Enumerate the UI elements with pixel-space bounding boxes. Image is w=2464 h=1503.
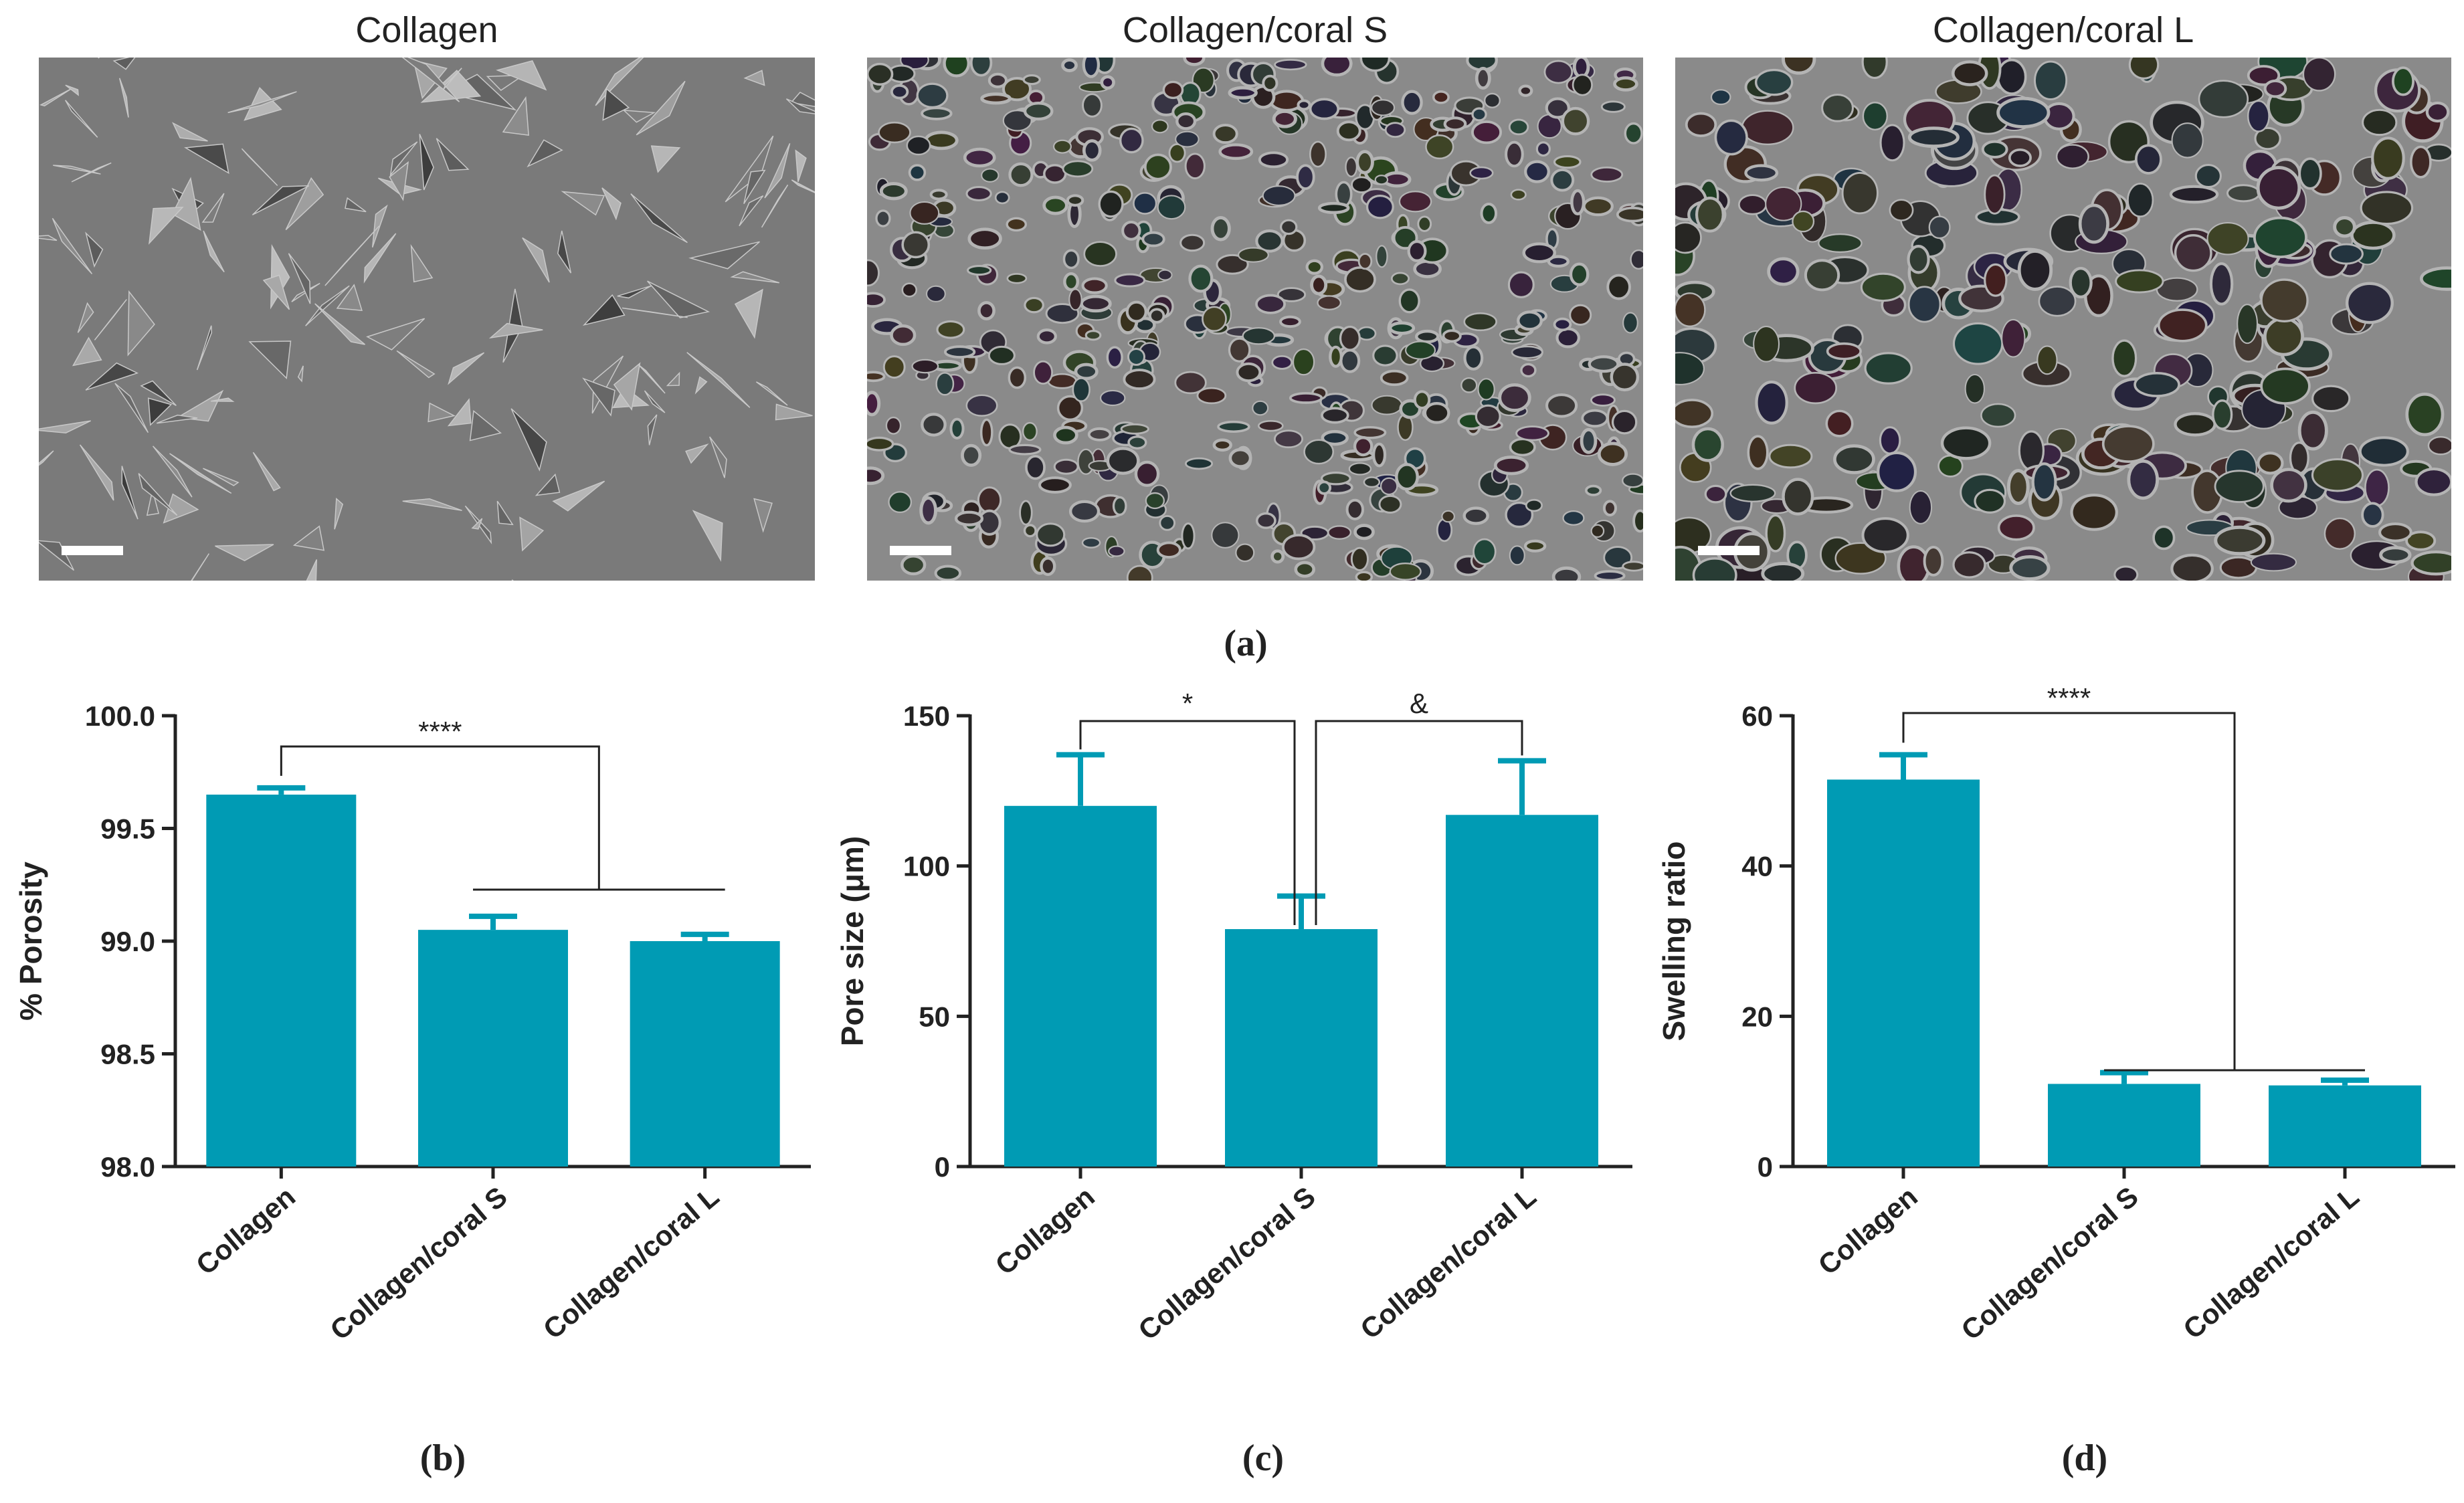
significance-bracket: [1315, 720, 1523, 926]
sem-texture: [39, 58, 815, 581]
panel-label-c: (c): [1242, 1437, 1285, 1479]
y-tick-label: 50: [919, 1001, 950, 1032]
y-axis-label: Pore size (μm): [835, 836, 870, 1046]
y-tick-label: 100.0: [85, 700, 155, 732]
y-axis-label: Swelling ratio: [1656, 841, 1691, 1041]
significance-label: &: [1410, 688, 1428, 719]
y-axis-label: % Porosity: [13, 862, 48, 1021]
significance-label: ****: [2047, 682, 2091, 714]
scale-bar: [1698, 546, 1760, 555]
sem-texture: [867, 58, 1643, 581]
significance-bracket: [1079, 720, 1296, 926]
sem-image-collagen: [39, 58, 815, 581]
sem-title-collagen: Collagen: [355, 10, 498, 50]
significance-bracket: [280, 745, 600, 890]
sem-texture: [1675, 58, 2451, 581]
bar: [1004, 805, 1157, 1167]
sem-image-collagen-coral-s: [867, 58, 1643, 581]
sem-title-collagen-coral-l: Collagen/coral L: [1932, 10, 2194, 50]
x-tick-label: Collagen: [989, 1181, 1101, 1281]
bar: [2269, 1085, 2421, 1167]
y-tick-label: 0: [1758, 1151, 1773, 1183]
scale-bar: [62, 546, 123, 555]
x-tick-label: Collagen/coral S: [1132, 1181, 1321, 1346]
x-tick-label: Collagen/coral L: [537, 1181, 725, 1345]
scale-bar: [890, 546, 951, 555]
y-tick-label: 40: [1741, 851, 1773, 882]
y-tick-label: 20: [1741, 1001, 1773, 1032]
panel-label-b: (b): [419, 1437, 466, 1479]
bar: [1446, 815, 1598, 1167]
panel-label-d: (d): [2061, 1437, 2108, 1479]
bar: [2048, 1084, 2200, 1167]
x-tick-label: Collagen/coral L: [2177, 1181, 2365, 1345]
y-tick-label: 98.0: [100, 1151, 155, 1183]
y-tick-label: 150: [903, 700, 950, 732]
significance-bracket: [1902, 712, 2236, 1070]
bar: [1827, 779, 1980, 1167]
chart-swelling-ratio: Swelling ratio 0 20 40 60 Collagen Collagen/co…: [1656, 682, 2455, 1346]
panel-label-a: (a): [1224, 623, 1268, 664]
significance-label: ****: [418, 716, 462, 747]
chart-pore-size: Pore size (μm) 0 50 100 150 Collagen Collagen/…: [835, 688, 1632, 1346]
y-tick-label: 0: [935, 1151, 950, 1183]
x-tick-label: Collagen/coral S: [1955, 1181, 2144, 1346]
bar: [418, 930, 568, 1167]
sem-title-collagen-coral-s: Collagen/coral S: [1122, 10, 1388, 50]
bar: [206, 794, 357, 1167]
bar: [1225, 929, 1378, 1167]
y-tick-label: 98.5: [100, 1039, 155, 1070]
y-tick-label: 60: [1741, 700, 1773, 732]
x-tick-label: Collagen/coral L: [1354, 1181, 1542, 1345]
y-tick-label: 99.0: [100, 926, 155, 957]
x-tick-label: Collagen/coral S: [324, 1181, 512, 1346]
x-tick-label: Collagen: [1812, 1181, 1923, 1281]
sem-image-collagen-coral-l: [1675, 58, 2451, 581]
y-tick-label: 100: [903, 851, 950, 882]
bar: [630, 941, 780, 1167]
x-tick-label: Collagen: [190, 1181, 301, 1281]
significance-label: *: [1182, 688, 1193, 719]
y-tick-label: 99.5: [100, 813, 155, 845]
sem-background: [39, 58, 815, 581]
